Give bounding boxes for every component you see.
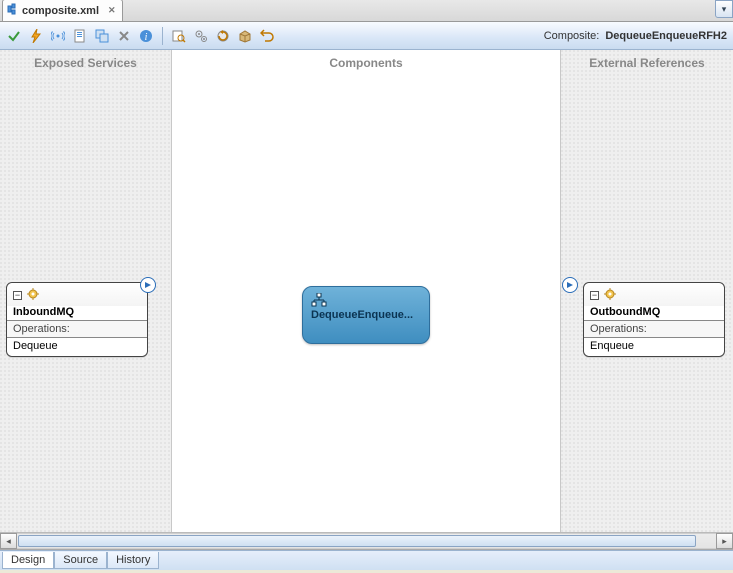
tab-design[interactable]: Design bbox=[2, 552, 54, 569]
file-tab-composite[interactable]: composite.xml ✕ bbox=[2, 0, 123, 21]
find-icon[interactable] bbox=[171, 28, 187, 44]
package-icon[interactable] bbox=[237, 28, 253, 44]
lane-components: Components DequeueEnqueue... bbox=[172, 50, 561, 549]
editor-toolbar: i Composite: DequeueEnqueueRFH2 bbox=[0, 22, 733, 50]
inbound-operation-dequeue[interactable]: Dequeue bbox=[7, 337, 147, 356]
toolbar-separator bbox=[162, 27, 163, 45]
bolt-icon[interactable] bbox=[28, 28, 44, 44]
document-icon[interactable] bbox=[72, 28, 88, 44]
scroll-track[interactable] bbox=[17, 533, 716, 549]
lane-exposed-services-title: Exposed Services bbox=[0, 50, 171, 74]
inbound-operations-label: Operations: bbox=[7, 320, 147, 337]
tab-list-dropdown[interactable]: ▾ bbox=[715, 0, 733, 18]
inbound-mq-node[interactable]: − InboundMQ Operations: Dequeue bbox=[6, 282, 148, 357]
scroll-right-button[interactable]: ▸ bbox=[716, 533, 733, 549]
tab-history[interactable]: History bbox=[107, 552, 159, 569]
gear-icon bbox=[603, 287, 617, 304]
scroll-left-button[interactable]: ◂ bbox=[0, 533, 17, 549]
outbound-operation-enqueue[interactable]: Enqueue bbox=[584, 337, 724, 356]
refresh-icon[interactable] bbox=[215, 28, 231, 44]
outbound-mq-node[interactable]: − OutboundMQ Operations: Enqueue bbox=[583, 282, 725, 357]
component-tree-icon bbox=[311, 293, 327, 307]
close-tab-icon[interactable]: ✕ bbox=[108, 5, 116, 16]
editor-bottom-tab-strip: Design Source History bbox=[0, 550, 733, 570]
copy-icon[interactable] bbox=[94, 28, 110, 44]
lane-components-title: Components bbox=[172, 50, 560, 74]
outbound-input-port[interactable] bbox=[562, 277, 578, 293]
outbound-operations-label: Operations: bbox=[584, 320, 724, 337]
horizontal-scrollbar[interactable]: ◂ ▸ bbox=[0, 532, 733, 549]
lane-external-references: External References − OutboundMQ Operati… bbox=[561, 50, 733, 549]
scroll-thumb[interactable] bbox=[18, 535, 696, 547]
settings-icon[interactable] bbox=[193, 28, 209, 44]
svg-text:i: i bbox=[145, 32, 148, 43]
component-label: DequeueEnqueue... bbox=[311, 309, 421, 321]
editor-tab-strip: composite.xml ✕ ▾ bbox=[0, 0, 733, 22]
composite-name-label: DequeueEnqueueRFH2 bbox=[605, 30, 727, 42]
inbound-output-port[interactable] bbox=[140, 277, 156, 293]
collapse-icon[interactable]: − bbox=[13, 291, 22, 300]
design-canvas[interactable]: Exposed Services − InboundMQ Operations:… bbox=[0, 50, 733, 549]
outbound-mq-title: OutboundMQ bbox=[584, 306, 724, 320]
lane-exposed-services: Exposed Services − InboundMQ Operations:… bbox=[0, 50, 172, 549]
gear-icon bbox=[26, 287, 40, 304]
composite-file-icon bbox=[7, 3, 19, 18]
info-icon[interactable]: i bbox=[138, 28, 154, 44]
dequeue-enqueue-component[interactable]: DequeueEnqueue... bbox=[302, 286, 430, 344]
collapse-icon[interactable]: − bbox=[590, 291, 599, 300]
tab-source[interactable]: Source bbox=[54, 552, 107, 569]
validate-icon[interactable] bbox=[6, 28, 22, 44]
inbound-mq-title: InboundMQ bbox=[7, 306, 147, 320]
undo-icon[interactable] bbox=[259, 28, 275, 44]
composite-prefix-label: Composite: bbox=[544, 30, 600, 42]
design-canvas-wrapper: Exposed Services − InboundMQ Operations:… bbox=[0, 50, 733, 550]
file-tab-label: composite.xml bbox=[22, 5, 99, 17]
delete-icon[interactable] bbox=[116, 28, 132, 44]
antenna-icon[interactable] bbox=[50, 28, 66, 44]
lane-external-references-title: External References bbox=[561, 50, 733, 74]
